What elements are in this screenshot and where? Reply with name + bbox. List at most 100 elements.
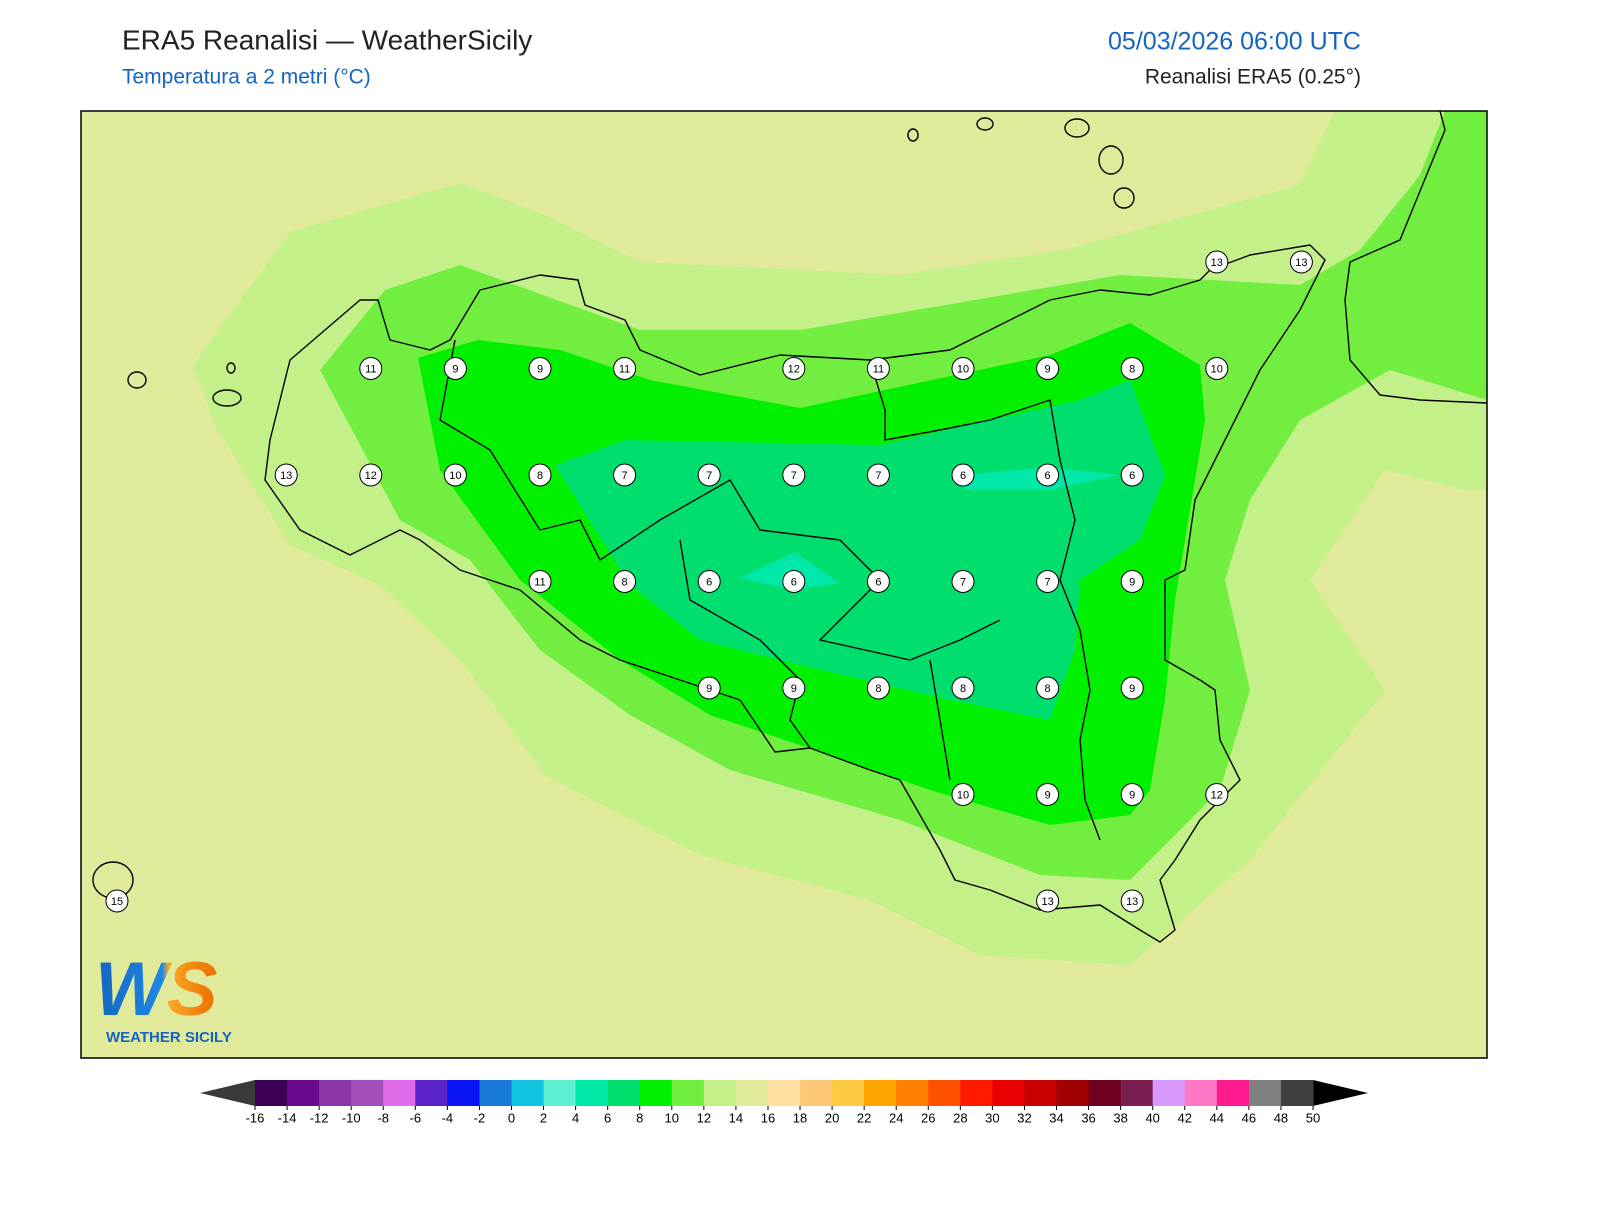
station-value: 9 — [1129, 683, 1135, 695]
colorbar-tick-label: 0 — [508, 1110, 515, 1125]
subtitle: Temperatura a 2 metri (°C) — [122, 66, 371, 89]
station-value: 13 — [1295, 257, 1307, 269]
colorbar-tick-label: 12 — [697, 1110, 711, 1125]
station-marker — [782, 570, 806, 593]
station-marker — [866, 463, 890, 487]
station-value: 13 — [1211, 257, 1223, 269]
station-value: 8 — [622, 576, 628, 588]
station-value: 6 — [960, 470, 966, 482]
station-value: 9 — [1129, 576, 1135, 588]
station-value: 7 — [875, 470, 881, 482]
station-value: 9 — [1045, 789, 1051, 801]
colorbar-tick-label: 28 — [953, 1110, 967, 1125]
colorbar-band — [864, 1080, 897, 1106]
colorbar-tick-label: 22 — [857, 1110, 871, 1125]
colorbar-band — [928, 1080, 961, 1106]
station-marker — [1120, 570, 1144, 593]
colorbar-band — [1248, 1080, 1282, 1106]
station-marker — [613, 463, 637, 487]
station-value: 6 — [1129, 470, 1135, 482]
station-value: 10 — [957, 363, 969, 375]
station-value: 7 — [622, 470, 628, 482]
colorbar-band — [479, 1080, 512, 1106]
colorbar-over — [1313, 1080, 1368, 1106]
station-value: 11 — [619, 363, 630, 375]
colorbar-tick-label: -16 — [246, 1110, 265, 1125]
station-marker — [866, 676, 890, 700]
station-marker — [1205, 357, 1229, 380]
station-value: 12 — [1211, 789, 1223, 801]
station-marker — [443, 463, 467, 487]
station-value: 12 — [788, 363, 800, 375]
colorbar-tick-label: 6 — [604, 1110, 611, 1125]
station-marker — [1036, 783, 1060, 806]
station-marker — [105, 889, 129, 913]
colorbar-tick-label: 8 — [636, 1110, 643, 1125]
colorbar-tick-label: 32 — [1017, 1110, 1031, 1125]
colorbar-band — [767, 1080, 801, 1106]
colorbar-tick-label: 38 — [1113, 1110, 1127, 1125]
station-marker — [782, 463, 806, 487]
station-value: 10 — [449, 470, 461, 482]
source: Reanalisi ERA5 (0.25°) — [1145, 66, 1361, 89]
colorbar-band — [607, 1080, 641, 1106]
station-marker — [1036, 463, 1060, 487]
colorbar-tick-label: 18 — [793, 1110, 807, 1125]
colorbar-band — [511, 1080, 545, 1106]
station-value: 11 — [534, 576, 545, 588]
colorbar-tick-label: 10 — [665, 1110, 679, 1125]
colorbar-band — [735, 1080, 769, 1106]
colorbar-band — [800, 1080, 833, 1106]
datetime: 05/03/2026 06:00 UTC — [1108, 28, 1361, 56]
station-value: 12 — [365, 470, 377, 482]
station-marker — [528, 357, 552, 380]
colorbar-tick-label: 14 — [729, 1110, 743, 1125]
colorbar-band — [287, 1080, 320, 1106]
station-marker — [359, 463, 383, 487]
colorbar-band — [575, 1080, 609, 1106]
station-value: 7 — [960, 576, 966, 588]
colorbar-band — [960, 1080, 993, 1106]
colorbar-tick-label: 44 — [1210, 1110, 1224, 1125]
colorbar-tick-label: 34 — [1049, 1110, 1063, 1125]
colorbar-band — [703, 1080, 737, 1106]
colorbar: -16 -14 -12 -10 -8 -6 -4 -2 0 2 4 6 8 10 12 14 16 18 20 22 2… — [200, 1080, 1368, 1125]
colorbar-band — [383, 1080, 416, 1106]
colorbar-band — [447, 1080, 480, 1106]
colorbar-band — [351, 1080, 384, 1106]
station-marker — [697, 463, 721, 487]
station-marker — [697, 676, 721, 700]
colorbar-band — [255, 1080, 288, 1106]
station-marker — [359, 357, 383, 380]
station-marker — [1120, 463, 1144, 487]
colorbar-tick-label: 42 — [1178, 1110, 1192, 1125]
colorbar-band — [319, 1080, 352, 1106]
colorbar-tick-label: -4 — [442, 1110, 454, 1125]
station-value: 9 — [537, 363, 543, 375]
station-marker — [1120, 357, 1144, 380]
station-value: 6 — [791, 576, 797, 588]
province-borders — [439, 339, 1101, 841]
colorbar-tick-label: 30 — [985, 1110, 999, 1125]
colorbar-tick-label: 46 — [1242, 1110, 1256, 1125]
station-value: 7 — [1045, 576, 1051, 588]
station-value: 6 — [1045, 470, 1051, 482]
colorbar-tick-label: 20 — [825, 1110, 839, 1125]
colorbar-tick-label: 4 — [572, 1110, 579, 1125]
colorbar-tick-label: -2 — [474, 1110, 486, 1125]
colorbar-tick-label: 36 — [1081, 1110, 1095, 1125]
station-value: 10 — [1211, 363, 1223, 375]
station-marker — [1205, 783, 1229, 806]
station-value: 8 — [1129, 363, 1135, 375]
colorbar-band — [896, 1080, 929, 1106]
colorbar-tick-label: -14 — [278, 1110, 297, 1125]
station-marker — [1036, 357, 1060, 380]
station-value: 6 — [706, 576, 712, 588]
station-value: 9 — [791, 683, 797, 695]
station-value: 15 — [111, 896, 123, 908]
colorbar-band — [832, 1080, 865, 1106]
station-marker — [951, 463, 975, 487]
station-value: 8 — [960, 683, 966, 695]
station-marker — [782, 676, 806, 700]
